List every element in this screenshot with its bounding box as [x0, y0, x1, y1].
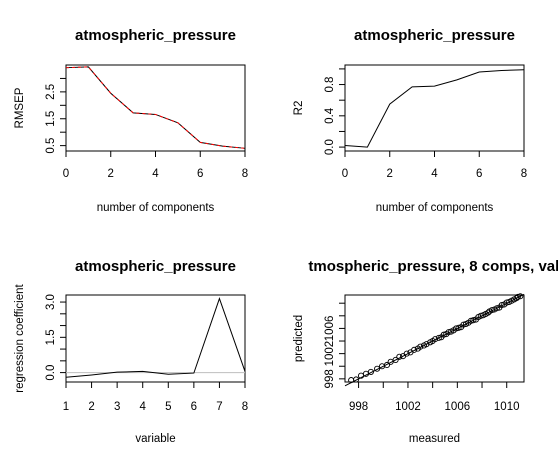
scatter-point — [514, 293, 521, 300]
x-tick-label: 8 — [242, 168, 248, 180]
y-tick-label: 0.0 — [45, 365, 57, 381]
y-tick-label: 3.0 — [45, 294, 57, 310]
x-tick-label: 1002 — [395, 401, 421, 413]
panel-title: tmospheric_pressure, 8 comps, valid — [308, 258, 558, 275]
scatter-point — [383, 361, 391, 369]
scatter-point — [374, 365, 381, 372]
x-tick-label: 1 — [63, 401, 69, 413]
y-tick-label: 1.5 — [45, 329, 57, 345]
x-tick-label: 6 — [197, 168, 203, 180]
x-tick-label: 8 — [521, 168, 527, 180]
panel-4: tmospheric_pressure, 8 comps, valid 998 10… — [293, 258, 558, 445]
x-tick-label: 2 — [387, 168, 393, 180]
scatter-point — [493, 305, 500, 312]
x-axis-label: number of components — [97, 202, 215, 214]
y-tick-label: 0.5 — [45, 138, 57, 154]
x-tick-label: 4 — [431, 168, 438, 180]
y-tick-label: 1.5 — [45, 111, 57, 127]
y-tick-label: 0.4 — [324, 107, 336, 124]
x-axis-label: measured — [409, 433, 460, 445]
plot-frame — [65, 64, 246, 152]
series-line-1 — [65, 66, 246, 149]
scatter-point — [455, 324, 462, 331]
x-tick-label: 998 — [349, 401, 368, 413]
x-tick-label: 3 — [114, 401, 120, 413]
scatter-point — [392, 356, 399, 363]
series-line-2 — [65, 66, 246, 149]
x-tick-label: 4 — [140, 401, 147, 413]
y-axis-label: regression coefficient — [14, 283, 26, 392]
scatter-point — [396, 353, 403, 360]
x-axis-label: number of components — [376, 202, 494, 214]
y-tick-label: 0.8 — [324, 77, 336, 93]
x-tick-label: 8 — [242, 401, 248, 413]
y-tick-label: 998 — [324, 369, 336, 388]
x-tick-label: 5 — [165, 401, 171, 413]
plot-frame — [65, 294, 246, 383]
scatter-point — [367, 368, 374, 375]
panel-3: atmospheric_pressure 1 2 3 4 5 6 7 8 0.0 1.5 3.0 var… — [14, 258, 248, 445]
scatter-point — [411, 346, 418, 353]
scatter-point — [498, 302, 505, 309]
series-line-1 — [344, 69, 525, 148]
x-tick-label: 4 — [152, 168, 159, 180]
panel-1: atmospheric_pressure 0 2 4 6 8 0.5 1.5 2.5 number… — [14, 27, 248, 214]
panel-title: atmospheric_pressure — [354, 27, 515, 44]
scatter-point — [470, 317, 477, 324]
x-tick-label: 1006 — [445, 401, 471, 413]
panel-title: atmospheric_pressure — [75, 258, 236, 275]
y-tick-label: 2.5 — [45, 84, 57, 100]
x-tick-label: 2 — [88, 401, 94, 413]
scatter-point — [517, 293, 524, 300]
scatter-point — [432, 336, 439, 343]
scatter-point — [417, 343, 424, 350]
x-tick-label: 7 — [216, 401, 222, 413]
panel-2: atmospheric_pressure 0 2 4 6 8 0.0 0.4 0.8 number… — [293, 27, 527, 214]
y-axis-label: predicted — [293, 315, 305, 362]
x-tick-label: 1010 — [494, 401, 520, 413]
scatter-point — [435, 334, 442, 341]
scatter-point — [440, 331, 447, 338]
x-tick-label: 0 — [342, 168, 348, 180]
panel-title: atmospheric_pressure — [75, 27, 236, 44]
series-line-1 — [65, 297, 246, 378]
y-tick-label: 1002 — [324, 341, 336, 367]
scatter-point — [423, 341, 430, 348]
y-tick-label: 1006 — [324, 316, 336, 342]
scatter-point — [403, 350, 410, 357]
y-axis-label: R2 — [293, 101, 305, 116]
y-tick-label: 0.0 — [324, 139, 336, 155]
x-tick-label: 2 — [108, 168, 114, 180]
x-tick-label: 0 — [63, 168, 69, 180]
x-axis-label: variable — [135, 433, 175, 445]
y-axis-label: RMSEP — [14, 87, 26, 128]
x-tick-label: 6 — [191, 401, 197, 413]
x-tick-label: 6 — [476, 168, 482, 180]
scatter-point — [513, 295, 520, 302]
plot-frame — [344, 294, 525, 383]
scatter-point — [353, 376, 360, 383]
